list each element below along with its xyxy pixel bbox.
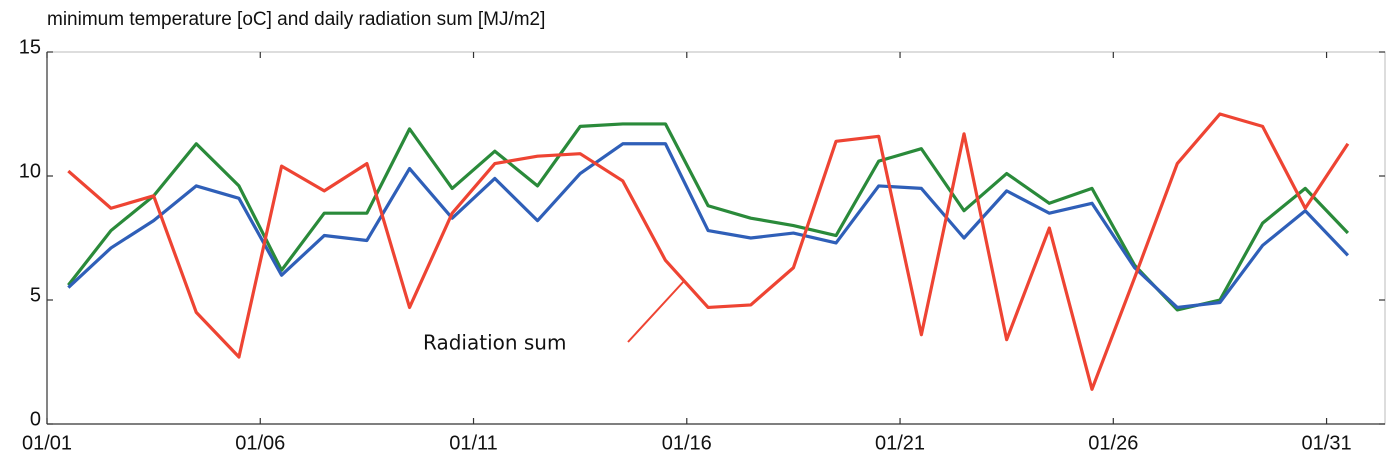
x-tick-label: 01/01	[22, 432, 72, 454]
series-line	[67, 112, 1350, 391]
annotation-pointer	[627, 279, 686, 343]
chart-title: minimum temperature [oC] and daily radia…	[47, 9, 545, 30]
x-tick-label: 01/31	[1302, 432, 1352, 454]
y-tick-label: 10	[19, 160, 41, 182]
plot-frame	[46, 51, 1386, 425]
y-tick-label: 15	[19, 36, 41, 58]
series-line	[67, 142, 1350, 310]
x-tick-label: 01/11	[449, 432, 498, 454]
x-tick-label: 01/21	[875, 432, 925, 454]
x-tick-label: 01/16	[662, 432, 712, 454]
y-tick-label: 5	[30, 284, 41, 306]
annotation: Radiation sum	[423, 331, 566, 355]
x-tick-label: 01/06	[235, 432, 285, 454]
y-tick-label: 0	[30, 408, 41, 430]
x-tick-label: 01/26	[1088, 432, 1138, 454]
